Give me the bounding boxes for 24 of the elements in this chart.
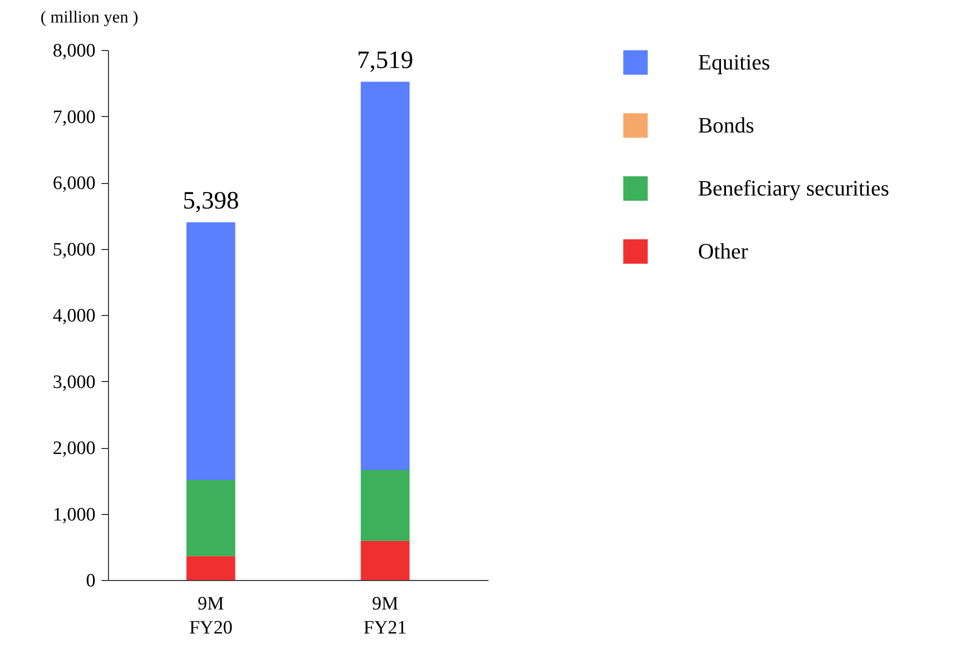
y-tick-label: 0 — [86, 570, 96, 592]
y-tick-label: 3,000 — [52, 372, 96, 393]
y-tick-label: 2,000 — [52, 438, 96, 459]
legend-label: Equities — [698, 50, 770, 74]
y-tick-label: 1,000 — [52, 504, 96, 526]
x-tick-label: 9M FY20 — [189, 594, 232, 638]
x-tick-label: 9M FY21 — [364, 594, 407, 638]
legend-label: Other — [698, 238, 749, 264]
y-axis-title: ( million yen ) — [40, 8, 138, 26]
y-tick-label: 5,000 — [52, 239, 96, 260]
y-tick-label: 8,000 — [52, 40, 96, 62]
total-label: 7,519 — [357, 46, 414, 74]
legend-label: Beneficiary securities — [698, 176, 890, 200]
y-tick-label: 7,000 — [52, 106, 96, 128]
y-tick-label: 4,000 — [52, 306, 96, 326]
bar — [360, 82, 410, 470]
bar — [186, 480, 236, 556]
legend-label: Bonds — [698, 112, 754, 138]
bar — [360, 540, 410, 580]
bar — [186, 556, 236, 580]
bar — [360, 470, 410, 541]
y-tick-label: 6,000 — [52, 173, 96, 194]
total-label: 5,398 — [182, 187, 239, 214]
bar — [186, 222, 236, 480]
